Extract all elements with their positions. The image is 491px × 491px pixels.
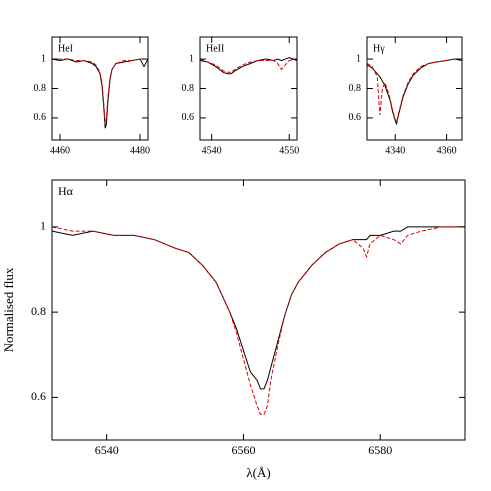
spectrum-line [367,58,462,124]
y-tick-label: 0.8 [34,83,47,94]
panel-label: HeI [58,43,73,54]
y-tick-label: 0.6 [349,112,362,123]
spectrum-line [200,57,297,75]
y-tick-label: 0.6 [34,112,47,123]
x-tick-label: 4340 [385,145,405,156]
x-tick-label: 6580 [368,443,392,457]
x-tick-label: 6560 [231,443,255,457]
x-axis-label: λ(Å) [246,465,270,480]
spectrum-line [200,58,297,73]
x-tick-label: 4360 [437,145,457,156]
spectrum-line [367,58,462,126]
x-tick-label: 4550 [279,145,299,156]
y-tick-label: 1 [189,53,194,64]
x-tick-label: 4460 [50,145,70,156]
x-tick-label: 4540 [202,145,222,156]
y-tick-label: 0.6 [182,112,195,123]
y-tick-label: 0.6 [31,389,46,403]
x-tick-label: 6540 [95,443,119,457]
y-axis-label: Normalised flux [1,267,16,352]
plot-frame [51,179,466,441]
spectrum-line [52,226,465,415]
y-tick-label: 0.8 [31,304,46,318]
y-tick-label: 1 [356,53,361,64]
y-tick-label: 1 [40,219,46,233]
spectrum-line [52,226,465,390]
spectrum-line [52,58,148,124]
y-tick-label: 1 [41,53,46,64]
panel-label: HeII [206,43,224,54]
y-tick-label: 0.8 [349,83,362,94]
spectrum-line [52,58,148,129]
panel-label: Hα [58,184,74,198]
x-tick-label: 4480 [130,145,150,156]
y-tick-label: 0.8 [182,83,195,94]
panel-label: Hγ [373,43,385,54]
